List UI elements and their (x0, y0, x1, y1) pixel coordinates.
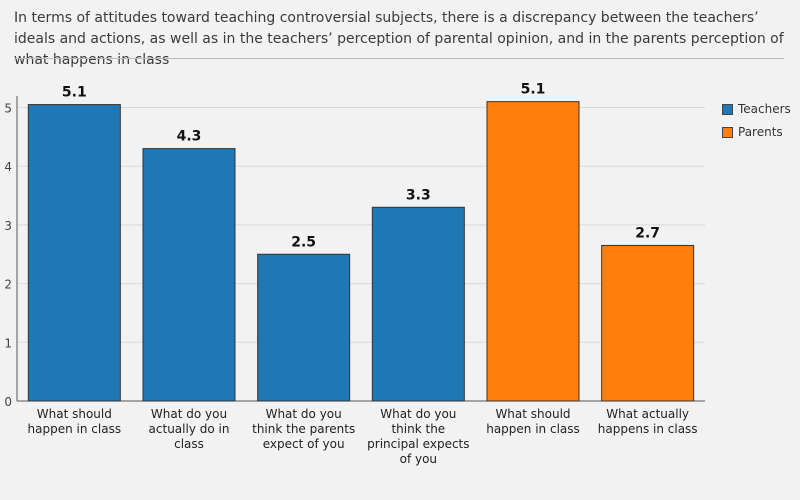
y-tick-label: 0 (4, 395, 12, 409)
legend: Teachers Parents (722, 99, 791, 145)
x-tick-label-line: What actually (606, 407, 689, 421)
x-tick-label-line: happen in class (486, 422, 580, 436)
y-tick-label: 4 (4, 160, 12, 174)
x-tick-label-line: What should (37, 407, 112, 421)
x-tick-label-line: think the (391, 422, 445, 436)
x-tick-label: What do you think the parents expect of yo… (252, 407, 355, 451)
x-tick-label-line: actually do in (149, 422, 230, 436)
data-label: 2.7 (635, 225, 660, 241)
y-tick-label: 5 (4, 102, 12, 116)
x-tick-label: What do you actually do in class (149, 407, 230, 451)
y-tick-label: 3 (4, 219, 12, 233)
x-tick-label: What actually happens in class (598, 407, 698, 436)
x-tick-label-line: What do you (380, 407, 456, 421)
legend-swatch-teachers (722, 103, 733, 115)
bar (142, 148, 236, 402)
data-label: 5.1 (62, 85, 87, 101)
x-tick-label: What should happen in class (28, 407, 122, 436)
x-tick-label-line: principal expects (367, 437, 469, 451)
x-tick-label-line: What do you (151, 407, 227, 421)
x-tick-label-line: happens in class (598, 422, 698, 436)
data-label: 2.5 (291, 234, 316, 250)
bar (257, 253, 351, 402)
y-tick-label: 1 (4, 336, 12, 350)
x-tick-label-line: expect of you (263, 437, 345, 451)
x-tick-label-line: What should (495, 407, 570, 421)
legend-label-parents: Parents (738, 125, 783, 139)
x-tick-label: What do you think the principal expects of … (367, 407, 469, 466)
legend-swatch-parents (722, 126, 733, 138)
y-tick-label: 2 (4, 278, 12, 292)
legend-label-teachers: Teachers (738, 102, 791, 116)
x-tick-label-line: think the parents (252, 422, 355, 436)
bar (601, 244, 695, 402)
bar (486, 101, 580, 402)
legend-item-parents[interactable]: Parents (722, 122, 791, 142)
data-label: 3.3 (406, 187, 431, 203)
bar (27, 104, 121, 402)
bar (371, 206, 465, 402)
x-tick-label-line: What do you (266, 407, 342, 421)
data-label: 4.3 (177, 129, 202, 145)
data-label: 5.1 (521, 82, 546, 98)
title-divider (14, 58, 784, 59)
legend-item-teachers[interactable]: Teachers (722, 99, 791, 119)
x-tick-label-line: class (174, 437, 204, 451)
chart-title: In terms of attitudes toward teaching co… (14, 10, 784, 68)
x-tick-label-line: of you (400, 452, 437, 466)
x-tick-label-line: happen in class (28, 422, 122, 436)
x-tick-label: What should happen in class (486, 407, 580, 436)
